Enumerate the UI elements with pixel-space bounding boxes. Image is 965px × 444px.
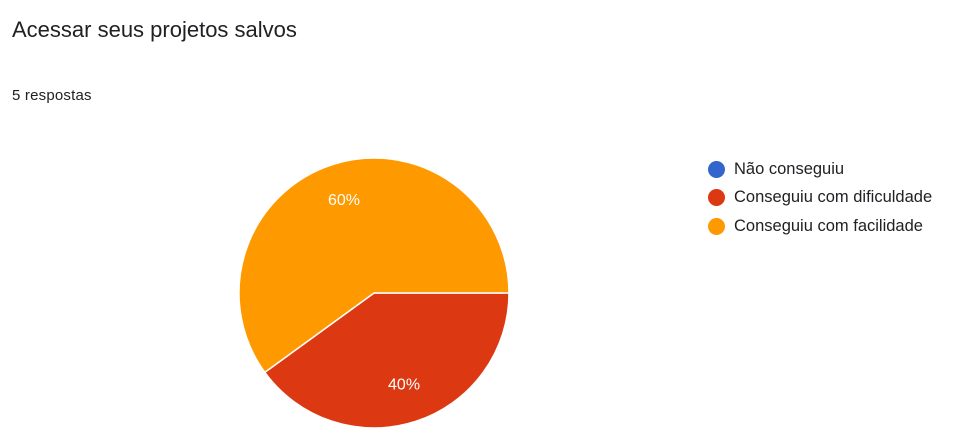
chart-legend: Não conseguiu Conseguiu com dificuldade Co… (708, 155, 932, 241)
question-title: Acessar seus projetos salvos (12, 17, 297, 42)
pie-slice-percent-label: 60% (328, 192, 360, 209)
pie-slices (238, 157, 510, 429)
pie-labels: 40% 60% (328, 192, 420, 394)
legend-item-conseguiu-com-dificuldade[interactable]: Conseguiu com dificuldade (708, 184, 932, 213)
pie-slice-conseguiu-com-facilidade[interactable] (238, 157, 510, 374)
legend-label: Não conseguiu (734, 159, 845, 178)
legend-swatch (708, 217, 725, 235)
legend-swatch (708, 160, 725, 178)
legend-item-nao-conseguiu[interactable]: Não conseguiu (708, 155, 932, 184)
pie-slice-conseguiu-com-dificuldade[interactable] (263, 292, 510, 429)
response-count: 5 respostas (12, 87, 92, 104)
legend-item-conseguiu-com-facilidade[interactable]: Conseguiu com facilidade (708, 212, 932, 241)
pie-slice-percent-label: 40% (388, 377, 420, 394)
legend-label: Conseguiu com dificuldade (734, 188, 933, 207)
legend-label: Conseguiu com facilidade (734, 216, 923, 235)
legend-swatch (708, 189, 725, 207)
